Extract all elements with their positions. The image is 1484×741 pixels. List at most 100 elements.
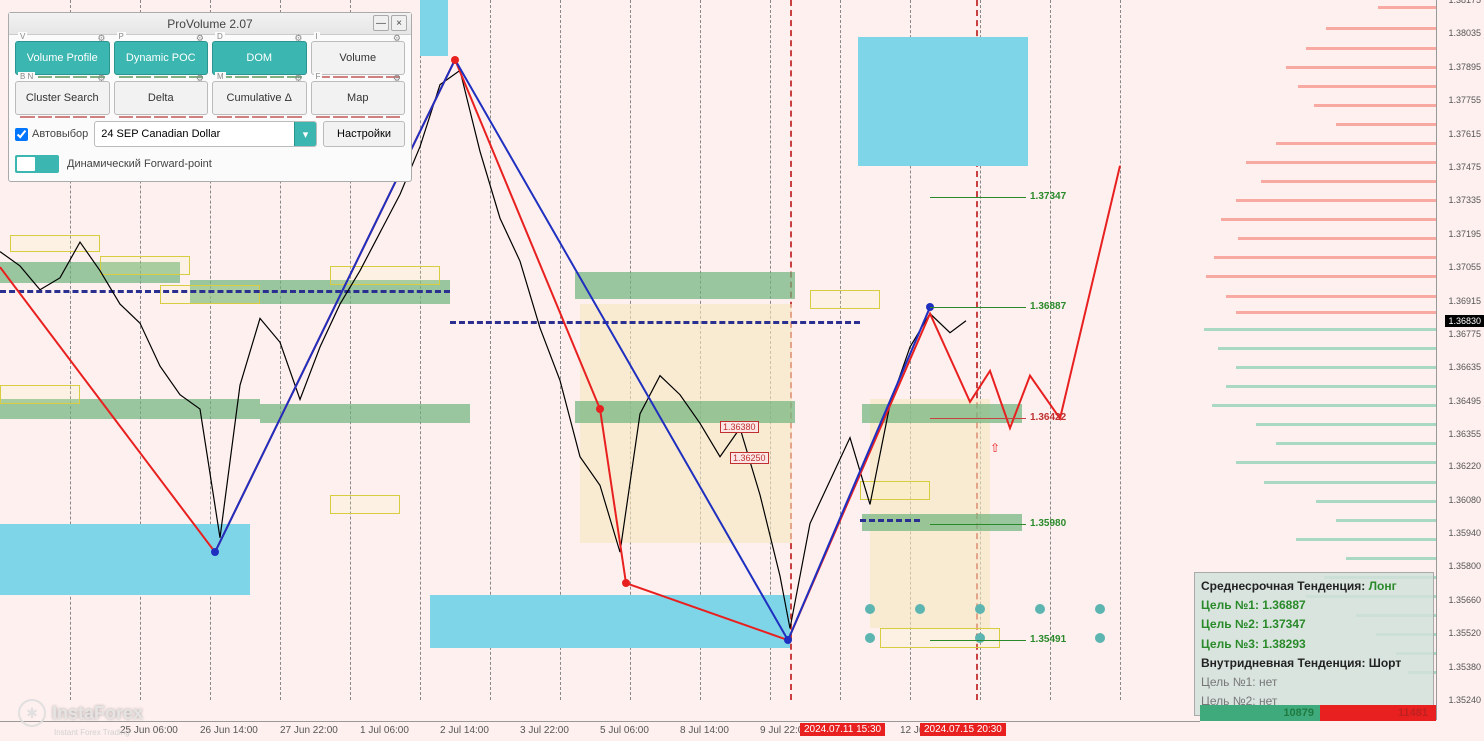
btn-tag: M	[215, 72, 226, 81]
price-tick: 1.36775	[1448, 329, 1481, 339]
price-tick: 1.35800	[1448, 561, 1481, 571]
volume-bar	[1346, 557, 1436, 560]
info-box: Среднесрочная Тенденция: ЛонгЦель №1: 1.…	[1194, 572, 1434, 716]
teal-marker	[1095, 633, 1105, 643]
volume-bar	[1276, 142, 1436, 145]
volume-bar	[1296, 538, 1436, 541]
panel-titlebar[interactable]: ProVolume 2.07 — ×	[9, 13, 411, 35]
btn-label: Volume Profile	[27, 52, 98, 64]
price-level-line	[930, 197, 1026, 198]
price-level-label: 1.36887	[1030, 301, 1066, 312]
volume-bar	[1236, 311, 1436, 314]
volume-bar	[1264, 481, 1436, 484]
gear-icon[interactable]: ⚙	[294, 73, 302, 84]
price-tick: 1.37195	[1448, 229, 1481, 239]
brand-text: InstaForex	[52, 703, 143, 724]
btn-label: Delta	[148, 92, 174, 104]
time-label: 2 Jul 14:00	[440, 725, 489, 736]
gear-icon[interactable]: ⚙	[393, 73, 401, 84]
pv-btn-dynamic-poc[interactable]: P⚙Dynamic POC	[114, 41, 209, 75]
price-tick: 1.36915	[1448, 296, 1481, 306]
pv-btn-volume-profile[interactable]: V⚙Volume Profile	[15, 41, 110, 75]
volume-bar	[1236, 461, 1436, 464]
settings-button[interactable]: Настройки	[323, 121, 405, 147]
volume-bar	[1236, 199, 1436, 202]
vol-num-red: 11481	[1398, 707, 1428, 719]
panel-title-text: ProVolume 2.07	[167, 17, 252, 31]
volume-bar	[1378, 6, 1436, 9]
price-tick: 1.38035	[1448, 28, 1481, 38]
time-label: 5 Jul 06:00	[600, 725, 649, 736]
btn-label: DOM	[246, 52, 272, 64]
price-tick: 1.35520	[1448, 628, 1481, 638]
btn-label: Cluster Search	[26, 92, 99, 104]
price-level-line	[930, 307, 1026, 308]
price-tick: 1.35660	[1448, 595, 1481, 605]
auto-select-checkbox[interactable]: Автовыбор	[15, 128, 88, 141]
volume-bar	[1316, 500, 1436, 503]
volume-bar	[1314, 104, 1436, 107]
auto-select-input[interactable]	[15, 128, 28, 141]
price-tick: 1.36355	[1448, 429, 1481, 439]
minimize-button[interactable]: —	[373, 15, 389, 31]
volume-bar	[1206, 275, 1436, 278]
brand-sub: Instant Forex Trading	[54, 728, 130, 737]
auto-select-label: Автовыбор	[32, 128, 88, 140]
btn-tag: F	[314, 72, 323, 81]
price-tick: 1.36635	[1448, 362, 1481, 372]
volume-bar	[1226, 295, 1436, 298]
price-tick: 1.36220	[1448, 461, 1481, 471]
btn-label: Cumulative Δ	[227, 92, 292, 104]
instrument-select[interactable]: 24 SEP Canadian Dollar ▾	[94, 121, 317, 147]
pv-btn-cumulative-[interactable]: M⚙Cumulative Δ	[212, 81, 307, 115]
btn-label: Volume	[339, 52, 376, 64]
price-level-line	[930, 640, 1026, 641]
volume-bar	[1221, 218, 1436, 221]
gear-icon[interactable]: ⚙	[393, 33, 401, 44]
chevron-down-icon[interactable]: ▾	[294, 122, 316, 146]
price-level-line	[930, 524, 1026, 525]
btn-tag: P	[117, 32, 126, 41]
volume-bar	[1212, 404, 1436, 407]
price-tag: 1.36250	[730, 452, 769, 464]
red-dot	[596, 405, 604, 413]
vol-num-green: 10879	[1283, 707, 1314, 719]
close-button[interactable]: ×	[391, 15, 407, 31]
gear-icon[interactable]: ⚙	[196, 73, 204, 84]
time-label: 1 Jul 06:00	[360, 725, 409, 736]
pv-btn-cluster-search[interactable]: B N⚙Cluster Search	[15, 81, 110, 115]
volume-bar	[1218, 347, 1436, 350]
btn-tag: D	[215, 32, 225, 41]
btn-tag: V	[18, 32, 27, 41]
pv-btn-map[interactable]: F⚙Map	[311, 81, 406, 115]
gear-icon[interactable]: ⚙	[294, 33, 302, 44]
price-tick: 1.35940	[1448, 528, 1481, 538]
volume-bar	[1214, 256, 1436, 259]
gear-icon[interactable]: ⚙	[196, 33, 204, 44]
volume-bar	[1336, 123, 1436, 126]
arrow-up-icon: ⇧	[990, 441, 1000, 455]
time-label-highlight: 2024.07.15 20:30	[920, 723, 1006, 736]
pv-btn-dom[interactable]: D⚙DOM	[212, 41, 307, 75]
provolume-panel: ProVolume 2.07 — × V⚙Volume ProfileP⚙Dyn…	[8, 12, 412, 182]
globe-icon: ✱	[18, 699, 46, 727]
watermark: ✱ InstaForex Instant Forex Trading	[18, 699, 143, 727]
forward-point-toggle[interactable]	[15, 155, 59, 173]
gear-icon[interactable]: ⚙	[97, 33, 105, 44]
volume-bar	[1226, 385, 1436, 388]
volume-bar	[1261, 180, 1436, 183]
volume-bar	[1246, 161, 1436, 164]
volume-bar	[1236, 366, 1436, 369]
price-tick: 1.35240	[1448, 695, 1481, 705]
time-label: 27 Jun 22:00	[280, 725, 338, 736]
red-dot	[451, 56, 459, 64]
price-tick: 1.37615	[1448, 129, 1481, 139]
volume-bar	[1326, 27, 1436, 30]
pv-btn-volume[interactable]: I⚙Volume	[311, 41, 406, 75]
volume-bar	[1238, 237, 1436, 240]
pv-btn-delta[interactable]: ⚙Delta	[114, 81, 209, 115]
teal-marker	[865, 633, 875, 643]
price-tick: 1.38175	[1448, 0, 1481, 5]
teal-marker	[975, 633, 985, 643]
gear-icon[interactable]: ⚙	[97, 73, 105, 84]
